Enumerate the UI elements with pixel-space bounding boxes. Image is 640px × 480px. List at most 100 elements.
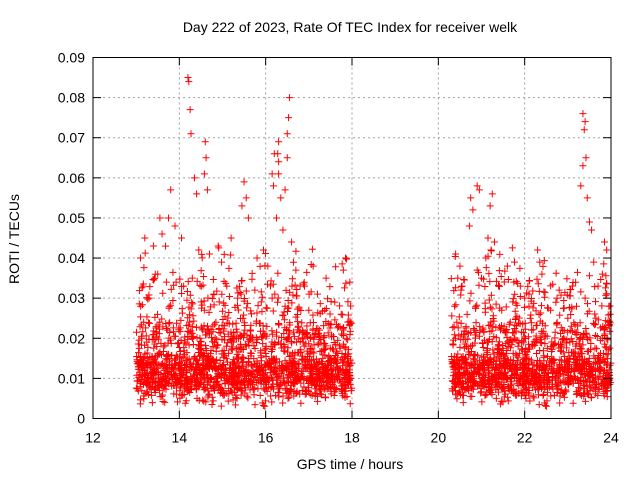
data-point (281, 357, 289, 365)
data-point (308, 391, 316, 399)
data-point (318, 391, 326, 399)
data-point (344, 350, 352, 358)
data-point (144, 364, 152, 372)
data-point (215, 325, 223, 333)
data-point (498, 306, 506, 314)
data-point (573, 389, 581, 397)
data-point (588, 364, 596, 372)
data-point (327, 390, 335, 398)
data-point (576, 334, 584, 342)
data-point (579, 162, 587, 170)
data-point (257, 298, 265, 306)
data-point (203, 378, 211, 386)
data-point (485, 383, 493, 391)
data-point (561, 352, 569, 360)
data-point (251, 374, 259, 382)
data-point (212, 344, 220, 352)
data-point (274, 294, 282, 302)
data-point (226, 387, 234, 395)
data-point (605, 321, 613, 329)
data-point (549, 357, 557, 365)
data-point (601, 343, 609, 351)
data-point (506, 359, 514, 367)
data-point (198, 250, 206, 258)
data-point (503, 356, 511, 364)
data-point (196, 281, 204, 289)
data-point (544, 353, 552, 361)
data-point (507, 344, 515, 352)
data-point (248, 362, 256, 370)
data-point (200, 306, 208, 314)
data-point (551, 328, 559, 336)
data-point (334, 349, 342, 357)
x-axis-title: GPS time / hours (297, 456, 404, 472)
data-point (170, 328, 178, 336)
data-point (306, 319, 314, 327)
data-point (241, 372, 249, 380)
data-point (534, 246, 542, 254)
data-point (560, 327, 568, 335)
data-point (475, 381, 483, 389)
data-point (467, 378, 475, 386)
data-point (595, 385, 603, 393)
data-point (526, 397, 534, 405)
data-point (485, 322, 493, 330)
data-point (335, 342, 343, 350)
data-point (240, 294, 248, 302)
data-point (221, 379, 229, 387)
data-point (474, 364, 482, 372)
data-point (308, 363, 316, 371)
data-point (170, 356, 178, 364)
data-point (522, 394, 530, 402)
data-point (332, 341, 340, 349)
data-point (533, 377, 541, 385)
data-point (207, 358, 215, 366)
data-point (496, 250, 504, 258)
data-point (292, 247, 300, 255)
data-point (577, 391, 585, 399)
data-point (256, 262, 264, 270)
data-point (545, 376, 553, 384)
data-point (196, 345, 204, 353)
data-point (252, 319, 260, 327)
data-point (499, 398, 507, 406)
data-point (532, 307, 540, 315)
data-point (175, 358, 183, 366)
data-point (296, 327, 304, 335)
data-point (347, 302, 355, 310)
data-point (220, 388, 228, 396)
data-point (308, 348, 316, 356)
data-point (188, 274, 196, 282)
data-point (529, 326, 537, 334)
data-point (182, 356, 190, 364)
y-tick-label: 0.05 (58, 210, 85, 226)
data-point (308, 245, 316, 253)
data-point (201, 356, 209, 364)
data-point (572, 278, 580, 286)
data-point (275, 321, 283, 329)
data-point (221, 312, 229, 320)
data-point (229, 368, 237, 376)
data-point (488, 364, 496, 372)
data-point (572, 374, 580, 382)
data-point (500, 278, 508, 286)
data-point (449, 358, 457, 366)
ticks-layer (92, 57, 612, 419)
data-point (503, 333, 511, 341)
data-point (286, 288, 294, 296)
data-point (556, 311, 564, 319)
data-point (258, 333, 266, 341)
data-point (509, 328, 517, 336)
data-point (179, 353, 187, 361)
data-point (176, 324, 184, 332)
data-point (584, 347, 592, 355)
data-point (223, 358, 231, 366)
data-point (576, 319, 584, 327)
data-point (261, 386, 269, 394)
data-point (162, 242, 170, 250)
data-point (206, 350, 214, 358)
data-point (339, 326, 347, 334)
data-point (448, 312, 456, 320)
data-point (320, 372, 328, 380)
data-point (151, 389, 159, 397)
